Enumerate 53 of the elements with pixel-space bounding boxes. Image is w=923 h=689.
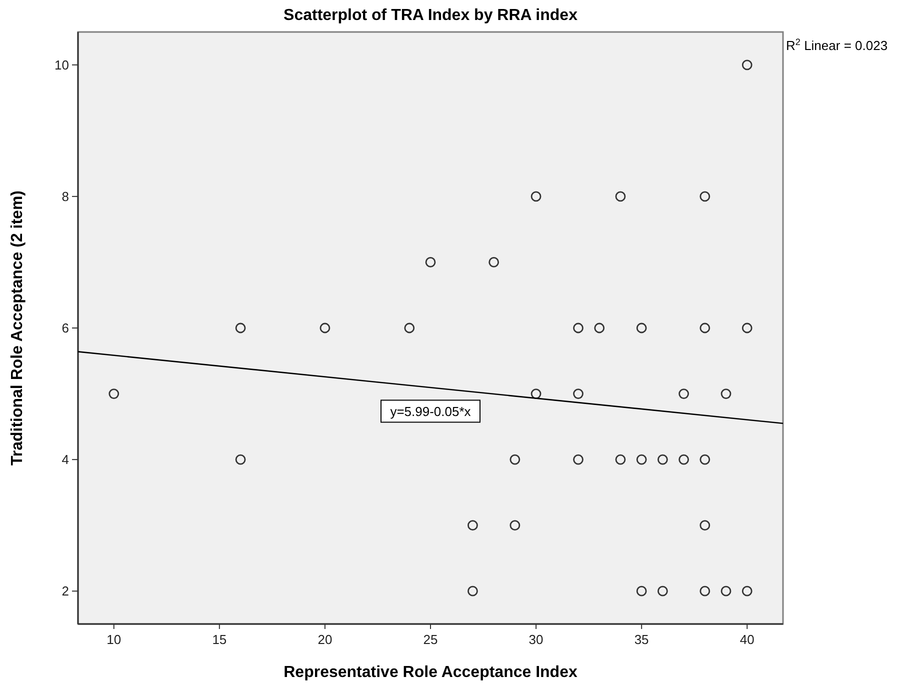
x-tick-label: 40 — [740, 632, 754, 647]
y-tick-label: 2 — [62, 584, 69, 599]
point — [636, 322, 647, 334]
point — [573, 322, 584, 334]
y-tick-label: 10 — [54, 57, 69, 72]
chart-title: Scatterplot of TRA Index by RRA index — [284, 7, 578, 24]
point — [530, 191, 542, 202]
point — [636, 454, 647, 465]
point — [594, 322, 605, 334]
point — [235, 454, 246, 465]
y-axis-title: Traditional Role Acceptance (2 item) — [9, 190, 26, 466]
point — [108, 388, 120, 399]
point — [404, 322, 415, 334]
text: R$^{2}$ Linear = 0.023 — [786, 37, 888, 53]
point — [235, 322, 246, 334]
point — [742, 322, 752, 334]
y-tick-label: 8 — [62, 188, 69, 204]
point — [700, 520, 710, 531]
point — [636, 586, 647, 596]
x-tick-label: 30 — [528, 632, 544, 647]
y-tick-label: 4 — [62, 452, 69, 468]
point — [320, 322, 330, 334]
point — [742, 586, 752, 596]
point — [468, 520, 478, 531]
point — [742, 60, 752, 70]
x-tick-label: 20 — [318, 632, 332, 647]
point — [488, 257, 500, 268]
point — [700, 586, 710, 596]
point — [720, 586, 732, 596]
point — [615, 191, 626, 202]
point — [657, 454, 668, 465]
x-tick-label: 25 — [423, 632, 438, 647]
point — [678, 388, 689, 399]
point — [678, 454, 689, 465]
point — [700, 322, 710, 334]
point — [425, 257, 436, 268]
point — [720, 388, 732, 399]
x-tick-label: 35 — [634, 632, 649, 647]
point — [573, 454, 584, 465]
x-tick-label: 10 — [106, 632, 122, 647]
y-tick-label: 6 — [62, 320, 69, 336]
point — [573, 388, 584, 399]
x-axis-title: Representative Role Acceptance Index — [284, 664, 578, 681]
point — [530, 388, 542, 399]
annotation: y=5.99-0.05*x — [390, 404, 472, 419]
x-tick-label: 15 — [212, 632, 227, 647]
point — [468, 586, 478, 596]
point — [657, 586, 668, 596]
point — [510, 520, 520, 531]
point — [510, 454, 520, 465]
point — [700, 454, 710, 465]
point — [700, 191, 710, 202]
point — [615, 454, 626, 465]
